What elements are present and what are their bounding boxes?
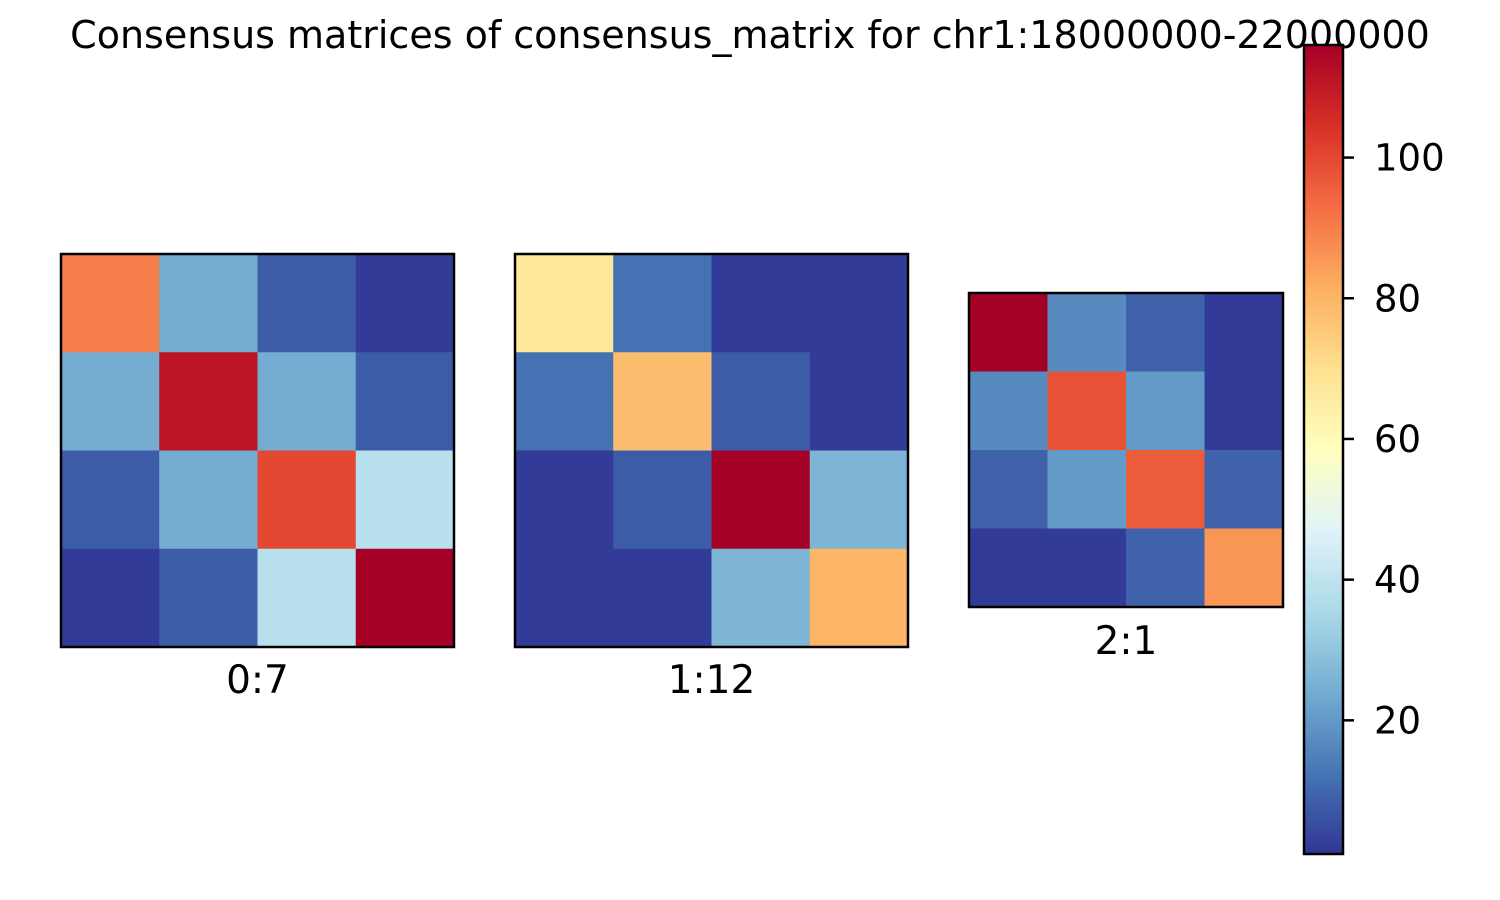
matrix-label: 2:1 [1095,619,1158,664]
colorbar: 20 40 60 80 100 [1302,43,1445,856]
colorbar-tick-label: 100 [1374,137,1445,180]
matrix-frame [59,252,456,649]
heatmap-cell [1204,528,1284,608]
heatmap-cell [809,254,909,353]
heatmap-cell [355,254,455,353]
colorbar-tick-label: 60 [1374,418,1421,461]
matrix-panel: 2:1 [967,291,1285,664]
heatmap-cell [257,548,357,648]
heatmap-cell [159,548,259,648]
heatmap-cell [613,352,713,452]
heatmap-cell [969,528,1049,608]
colorbar-tick-label: 40 [1374,559,1421,602]
heatmap-cell [613,450,713,550]
matrix-panel: 0:7 [59,252,456,703]
heatmap-cell [1126,293,1206,373]
heatmap-cell [61,352,160,452]
heatmap-cell [1047,528,1127,608]
heatmap-cell [809,352,909,452]
colorbar-gradient [1302,43,1345,856]
heatmap-cell [1047,371,1127,451]
matrix-frame [513,252,910,649]
heatmap-cell [1126,450,1206,530]
heatmap-cell [1126,371,1206,451]
matrix-frame [967,291,1285,609]
heatmap-cell [1047,293,1127,373]
heatmap-cell [1204,371,1284,451]
matrix-panel: 1:12 [513,252,910,703]
heatmap-cell [61,450,160,550]
matrix-label: 1:12 [668,658,756,703]
heatmap-cell [711,254,811,353]
heatmap-cell [257,254,357,353]
heatmap-cell [809,548,909,648]
heatmap-cell [711,450,811,550]
heatmap-cell [711,548,811,648]
heatmap-cell [515,254,614,353]
heatmap-cell [355,548,455,648]
heatmap-cell [515,548,614,648]
heatmap-cell [711,352,811,452]
heatmap-cell [159,254,259,353]
heatmap-cell [1047,450,1127,530]
heatmap-cell [159,352,259,452]
heatmap-cell [355,450,455,550]
heatmap-cell [257,450,357,550]
heatmap-cell [515,450,614,550]
heatmap-cell [969,371,1049,451]
heatmap-cell [1204,293,1284,373]
colorbar-tick-label: 20 [1374,699,1421,742]
heatmap-cell [159,450,259,550]
heatmap-cell [969,450,1049,530]
heatmap-cell [355,352,455,452]
heatmap-cell [613,254,713,353]
matrix-label: 0:7 [226,658,289,703]
heatmap-cell [61,548,160,648]
chart-title: Consensus matrices of consensus_matrix f… [70,13,1430,57]
colorbar-tick-label: 80 [1374,277,1421,320]
heatmap-cell [515,352,614,452]
heatmap-cell [809,450,909,550]
heatmap-cell [1204,450,1284,530]
heatmap-cell [613,548,713,648]
heatmap-cell [61,254,160,353]
heatmap-cell [257,352,357,452]
heatmap-cell [1126,528,1206,608]
matrix-panels: 0:7 1:12 2:1 [59,252,1285,703]
heatmap-cell [969,293,1049,373]
